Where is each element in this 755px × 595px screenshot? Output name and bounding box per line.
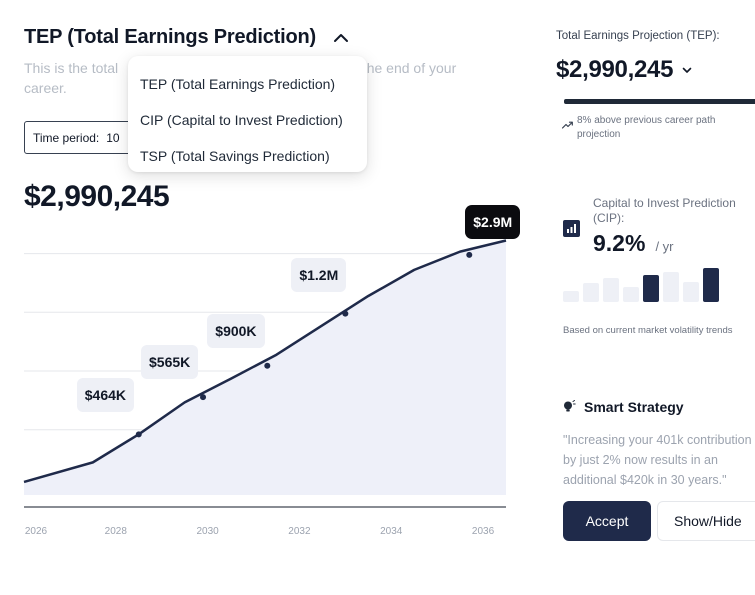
smart-strategy-quote: "Increasing your 401k contribution by ju… (563, 430, 755, 490)
x-tick-label: 2030 (196, 526, 219, 537)
cip-value-row: 9.2% / yr (593, 230, 674, 257)
quote-line-2: by just 2% now results in an (563, 453, 718, 467)
chevron-down-icon[interactable] (681, 64, 693, 76)
data-point[interactable] (200, 394, 207, 401)
cip-unit: / yr (655, 239, 674, 254)
quote-line-1: "Increasing your 401k contribution (563, 433, 752, 447)
projection-label: Total Earnings Projection (TEP): (556, 30, 720, 42)
side-panel: Total Earnings Projection (TEP): $2,990,… (530, 0, 755, 595)
earnings-chart-svg (23, 239, 507, 508)
cip-bar (583, 283, 599, 302)
accept-button[interactable]: Accept (563, 501, 651, 541)
smart-strategy-header: Smart Strategy (562, 399, 684, 415)
x-tick-label: 2034 (380, 526, 403, 537)
cip-bar (603, 278, 619, 302)
cip-bar (703, 268, 719, 302)
cip-value: 9.2% (593, 230, 646, 256)
data-label: $464K (76, 378, 135, 413)
trend-up-icon (562, 121, 573, 129)
cip-bar (563, 291, 579, 302)
cip-label: Capital to Invest Prediction (CIP): (593, 196, 736, 225)
earnings-area (24, 240, 506, 495)
x-tick-label: 2036 (471, 526, 495, 537)
chevron-up-icon[interactable] (332, 29, 350, 47)
cip-bar (623, 287, 639, 302)
lightbulb-icon (564, 400, 576, 412)
dropdown-item-tsp[interactable]: TSP (Total Savings Prediction) (140, 148, 330, 164)
dropdown-item-cip[interactable]: CIP (Capital to Invest Prediction) (140, 112, 343, 128)
subtitle-line2: career. (24, 80, 67, 96)
subtitle-end: n the end of your (351, 60, 457, 76)
data-label: $1.2M (291, 257, 347, 292)
cip-bar (643, 275, 659, 302)
projection-progress-bar (564, 99, 755, 104)
bar-chart-icon (563, 220, 580, 237)
earnings-line (23, 239, 507, 484)
projection-value-row[interactable]: $2,990,245 (556, 56, 693, 84)
projection-value: $2,990,245 (556, 56, 674, 83)
subtitle-start: This is the total (24, 60, 119, 76)
data-point[interactable] (466, 251, 473, 258)
cip-footnote: Based on current market volatility trend… (563, 325, 733, 336)
projection-note-text: 8% above previous career path projection (577, 115, 716, 140)
cip-mini-bar-chart (563, 262, 755, 302)
main-panel: TEP (Total Earnings Prediction) This is … (0, 26, 530, 550)
page-title[interactable]: TEP (Total Earnings Prediction) (24, 26, 316, 48)
data-label: $565K (141, 345, 199, 380)
data-point[interactable] (135, 431, 142, 438)
title-row[interactable]: TEP (Total Earnings Prediction) (24, 26, 350, 49)
smart-strategy-title: Smart Strategy (584, 399, 684, 415)
data-point[interactable] (264, 362, 271, 369)
x-tick-label: 2026 (24, 526, 48, 537)
x-tick-label: 2028 (104, 526, 127, 537)
cip-bar (683, 282, 699, 302)
time-period-value: 10 (106, 130, 120, 145)
x-tick-label: 2032 (288, 526, 311, 537)
cip-bar (663, 272, 679, 302)
metric-dropdown-menu: TEP (Total Earnings Prediction) CIP (Cap… (128, 56, 367, 172)
earnings-chart: $464K $565K $900K $1.2M $2.9M 2026 2028 2030 203… (0, 204, 530, 550)
data-label: $2.9M (465, 204, 521, 239)
time-period-label: Time period: (33, 130, 100, 145)
data-point[interactable] (342, 310, 349, 317)
projection-note: 8% above previous career path projection (562, 114, 717, 142)
total-value: $2,990,245 (24, 180, 170, 213)
data-label: $900K (207, 313, 265, 348)
show-hide-button[interactable]: Show/Hide (657, 501, 755, 541)
quote-line-3: additional $420k in 30 years." (563, 473, 727, 487)
dropdown-item-tep[interactable]: TEP (Total Earnings Prediction) (140, 76, 336, 92)
subtitle: This is the total n the end of your caree… (24, 58, 494, 98)
